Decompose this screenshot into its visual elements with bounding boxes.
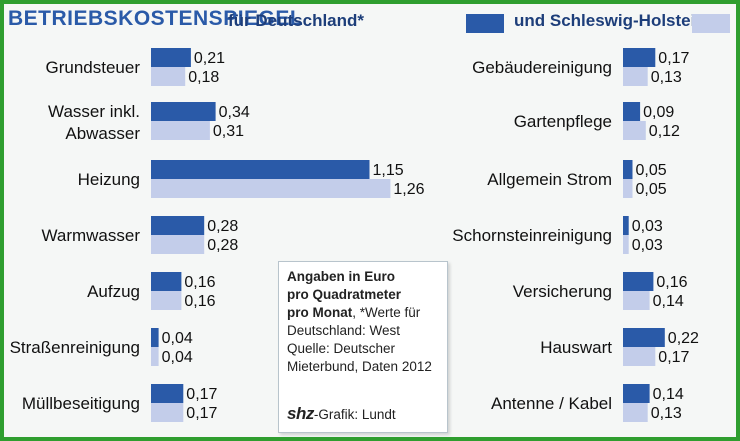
right-category-label-4: Versicherung xyxy=(513,282,612,301)
right-bar-schleswig-holstein-6 xyxy=(623,403,648,422)
left-bar-schleswig-holstein-4 xyxy=(151,291,182,310)
info-line-4: Deutschland: West xyxy=(287,323,401,338)
legend-label-deutschland: für Deutschland* xyxy=(228,11,365,30)
right-category-label-3: Schornsteinreinigung xyxy=(452,226,612,245)
right-category-label-5: Hauswart xyxy=(540,338,612,357)
info-line-5: Quelle: Deutscher xyxy=(287,341,396,356)
right-bar-deutschland-2 xyxy=(623,160,633,179)
right-value-schleswig-holstein-5: 0,17 xyxy=(658,349,689,366)
left-category-label-1-0: Wasser inkl. xyxy=(48,102,140,121)
left-bar-deutschland-4 xyxy=(151,272,182,291)
right-value-deutschland-4: 0,16 xyxy=(656,274,687,291)
left-category-label-0: Grundsteuer xyxy=(46,58,141,77)
left-bar-schleswig-holstein-1 xyxy=(151,121,210,140)
left-value-schleswig-holstein-4: 0,16 xyxy=(184,293,215,310)
chart-header: BETRIEBSKOSTENSPIEGEL für Deutschland* u… xyxy=(4,4,736,40)
right-bar-deutschland-4 xyxy=(623,272,654,291)
right-bar-deutschland-3 xyxy=(623,216,629,235)
right-bar-schleswig-holstein-3 xyxy=(623,235,629,254)
left-value-deutschland-3: 0,28 xyxy=(207,218,238,235)
left-bar-schleswig-holstein-5 xyxy=(151,347,159,366)
right-value-deutschland-3: 0,03 xyxy=(632,218,663,235)
left-value-deutschland-0: 0,21 xyxy=(194,50,225,67)
left-value-schleswig-holstein-2: 1,26 xyxy=(393,181,424,198)
bar-chart: 0,21 0,18 Grundsteuer 0,34 0,31 Wasser inkl. A… xyxy=(10,48,699,422)
right-bar-schleswig-holstein-0 xyxy=(623,67,648,86)
left-bar-deutschland-6 xyxy=(151,384,184,403)
left-category-label-4: Aufzug xyxy=(87,282,140,301)
left-value-deutschland-6: 0,17 xyxy=(186,386,217,403)
right-value-schleswig-holstein-4: 0,14 xyxy=(653,293,684,310)
info-box: Angaben in Euro pro Quadratmeter pro Mon… xyxy=(278,261,448,433)
right-value-schleswig-holstein-0: 0,13 xyxy=(651,69,682,86)
right-value-schleswig-holstein-2: 0,05 xyxy=(636,181,667,198)
right-value-deutschland-1: 0,09 xyxy=(643,104,674,121)
left-bar-deutschland-1 xyxy=(151,102,216,121)
left-bar-deutschland-2 xyxy=(151,160,370,179)
right-bar-deutschland-6 xyxy=(623,384,650,403)
right-bar-schleswig-holstein-4 xyxy=(623,291,650,310)
chart-frame: BETRIEBSKOSTENSPIEGEL für Deutschland* u… xyxy=(4,4,736,437)
info-line-3: pro Monat xyxy=(287,305,353,320)
right-category-label-6: Antenne / Kabel xyxy=(491,394,612,413)
left-bar-deutschland-0 xyxy=(151,48,191,67)
left-category-label-5: Straßenreinigung xyxy=(10,338,140,357)
left-bar-schleswig-holstein-3 xyxy=(151,235,205,254)
left-bar-deutschland-3 xyxy=(151,216,205,235)
left-value-schleswig-holstein-5: 0,04 xyxy=(162,349,193,366)
right-category-label-1: Gartenpflege xyxy=(514,112,612,131)
left-value-schleswig-holstein-6: 0,17 xyxy=(186,405,217,422)
right-value-deutschland-0: 0,17 xyxy=(658,50,689,67)
left-value-deutschland-4: 0,16 xyxy=(184,274,215,291)
left-bar-schleswig-holstein-0 xyxy=(151,67,186,86)
left-value-schleswig-holstein-1: 0,31 xyxy=(213,123,244,140)
left-bar-schleswig-holstein-6 xyxy=(151,403,184,422)
source-credit: shz-Grafik: Lundt xyxy=(287,405,396,424)
right-value-deutschland-6: 0,14 xyxy=(653,386,684,403)
left-category-label-6: Müllbeseitigung xyxy=(22,394,140,413)
left-category-label-1-1: Abwasser xyxy=(65,124,140,143)
left-bar-schleswig-holstein-2 xyxy=(151,179,391,198)
left-value-deutschland-2: 1,15 xyxy=(373,162,404,179)
left-category-label-3: Warmwasser xyxy=(41,226,140,245)
graphic-credit: -Grafik: Lundt xyxy=(313,407,396,422)
legend-label-schleswig-holstein: und Schleswig-Holstein xyxy=(514,11,706,30)
left-value-schleswig-holstein-0: 0,18 xyxy=(188,69,219,86)
right-value-deutschland-5: 0,22 xyxy=(668,330,699,347)
right-value-deutschland-2: 0,05 xyxy=(636,162,667,179)
right-category-label-2: Allgemein Strom xyxy=(487,170,612,189)
right-bar-deutschland-5 xyxy=(623,328,665,347)
right-value-schleswig-holstein-6: 0,13 xyxy=(651,405,682,422)
left-value-schleswig-holstein-3: 0,28 xyxy=(207,237,238,254)
left-category-label-2: Heizung xyxy=(78,170,140,189)
info-line-3-rest: , *Werte für xyxy=(352,305,421,320)
right-value-schleswig-holstein-1: 0,12 xyxy=(649,123,680,140)
right-bar-schleswig-holstein-2 xyxy=(623,179,633,198)
legend-swatch-schleswig-holstein xyxy=(692,14,730,33)
info-line-1: Angaben in Euro xyxy=(287,269,395,284)
right-bar-deutschland-1 xyxy=(623,102,641,121)
left-value-deutschland-1: 0,34 xyxy=(219,104,250,121)
left-bar-deutschland-5 xyxy=(151,328,159,347)
right-bar-schleswig-holstein-1 xyxy=(623,121,646,140)
info-line-2: pro Quadratmeter xyxy=(287,287,402,302)
right-bar-deutschland-0 xyxy=(623,48,656,67)
info-line-6: Mieterbund, Daten 2012 xyxy=(287,359,432,374)
right-bar-schleswig-holstein-5 xyxy=(623,347,656,366)
left-value-deutschland-5: 0,04 xyxy=(162,330,193,347)
right-category-label-0: Gebäudereinigung xyxy=(472,58,612,77)
chart-title: BETRIEBSKOSTENSPIEGEL xyxy=(8,7,304,30)
right-value-schleswig-holstein-3: 0,03 xyxy=(632,237,663,254)
shz-logo: shz xyxy=(287,404,314,423)
legend-swatch-deutschland xyxy=(466,14,504,33)
